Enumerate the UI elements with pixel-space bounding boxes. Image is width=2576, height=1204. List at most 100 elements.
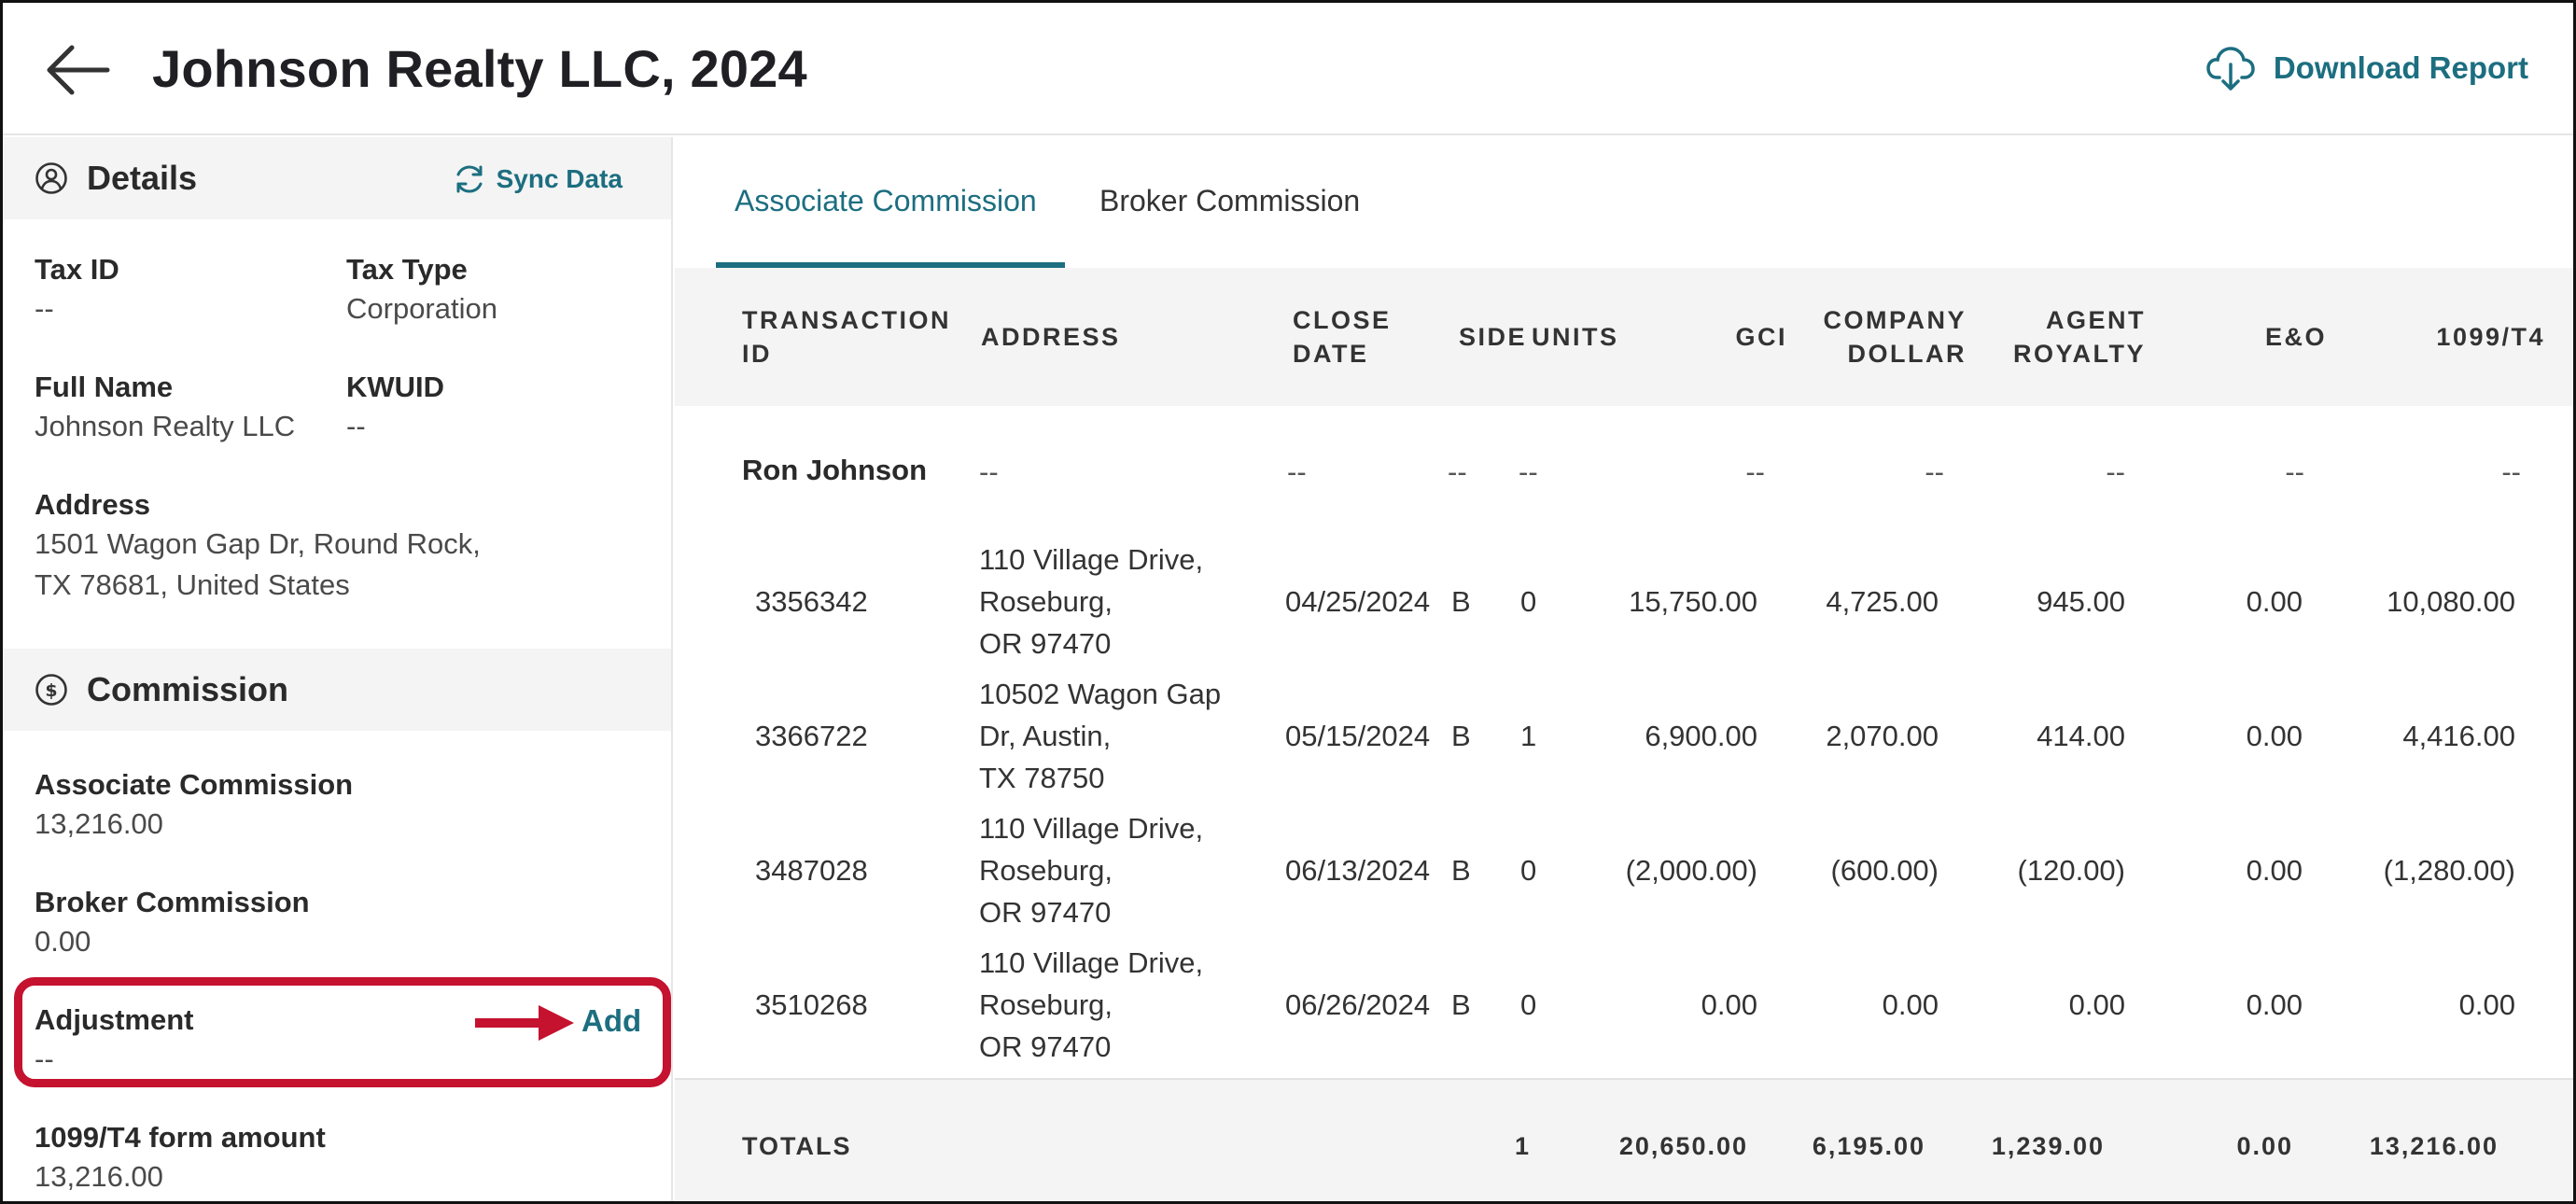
tax-type-value: Corporation [346, 292, 497, 325]
full-name-value: Johnson Realty LLC [35, 410, 296, 442]
col-side[interactable]: SIDE [1459, 323, 1528, 351]
full-name-field: Full Name Johnson Realty LLC [35, 371, 295, 447]
cell-close-date: 05/15/2024 [1285, 720, 1431, 752]
col-gci[interactable]: GCI [1735, 323, 1787, 351]
dollar-circle-icon: $ [35, 674, 67, 706]
address-line: Roseburg, [979, 988, 1113, 1021]
col-agent-royalty[interactable]: AGENT ROYALTY [2012, 306, 2146, 368]
details-title: Details [87, 159, 198, 197]
associate-commission-value: 13,216.00 [35, 807, 163, 840]
cell-company-dollar: 2,070.00 [1826, 720, 1939, 752]
tab-broker-commission[interactable]: Broker Commission [1099, 184, 1361, 217]
cell-units: 0 [1520, 854, 1537, 887]
svg-text:$: $ [45, 680, 57, 701]
address-line: 110 Village Drive, [979, 812, 1204, 845]
cell-agent-royalty: (120.00) [2017, 854, 2125, 887]
cell-1099-t4: (1,280.00) [2383, 854, 2515, 887]
tab-associate-commission[interactable]: Associate Commission [735, 184, 1037, 217]
associate-commission-label: Associate Commission [35, 768, 354, 801]
group-close-date: -- [1287, 455, 1307, 488]
full-name-label: Full Name [35, 371, 174, 403]
col-close-date[interactable]: CLOSE DATE [1293, 306, 1392, 368]
cell-agent-royalty: 0.00 [2068, 988, 2125, 1021]
address-line-1: 1501 Wagon Gap Dr, Round Rock, [35, 527, 481, 560]
broker-commission-field: Broker Commission 0.00 [35, 886, 310, 962]
col-company-dollar[interactable]: COMPANY DOLLAR [1823, 306, 1967, 368]
totals-label: TOTALS [742, 1132, 852, 1160]
cell-1099-t4: 10,080.00 [2387, 585, 2515, 618]
add-adjustment-link[interactable]: Add [581, 1003, 642, 1038]
address-line: 10502 Wagon Gap [979, 678, 1222, 710]
group-1099-t4: -- [2501, 455, 2521, 488]
adjustment-highlight-box [14, 977, 671, 1087]
cell-units: 0 [1520, 585, 1537, 618]
address-line: Roseburg, [979, 585, 1113, 618]
cell-1099-t4: 4,416.00 [2402, 720, 2515, 752]
cell-transaction-id[interactable]: 3487028 [755, 854, 868, 887]
cell-eo: 0.00 [2246, 854, 2303, 887]
cell-address: 110 Village Drive, Roseburg, OR 97470 [979, 942, 1203, 1068]
group-gci: -- [1745, 455, 1765, 488]
sidebar: Details Sync Data Tax ID -- Tax Type Cor… [3, 137, 673, 1201]
tax-type-label: Tax Type [346, 253, 468, 286]
group-units: -- [1519, 455, 1538, 488]
broker-commission-label: Broker Commission [35, 886, 310, 918]
tax-id-label: Tax ID [35, 253, 119, 286]
cell-side: B [1451, 720, 1471, 752]
cell-company-dollar: 4,725.00 [1826, 585, 1939, 618]
main-content: Associate Commission Broker Commission T… [675, 137, 2573, 1201]
cell-units: 1 [1520, 720, 1537, 752]
cell-close-date: 04/25/2024 [1285, 585, 1431, 618]
col-1099-t4[interactable]: 1099/T4 [2436, 323, 2545, 351]
red-arrow-icon [475, 1005, 574, 1041]
cell-address: 110 Village Drive, Roseburg, OR 97470 [979, 539, 1203, 665]
sync-icon [456, 165, 483, 193]
cell-transaction-id[interactable]: 3510268 [755, 988, 868, 1021]
col-units[interactable]: UNITS [1532, 323, 1619, 351]
adjustment-label: Adjustment [35, 1003, 194, 1036]
group-company-dollar: -- [1925, 455, 1944, 488]
totals-company-dollar: 6,195.00 [1812, 1132, 1925, 1160]
form-amount-label: 1099/T4 form amount [35, 1121, 326, 1154]
page-title: Johnson Realty LLC, 2024 [152, 39, 807, 98]
cell-gci: (2,000.00) [1625, 854, 1757, 887]
address-label: Address [35, 488, 151, 521]
cell-close-date: 06/26/2024 [1285, 988, 1431, 1021]
cell-eo: 0.00 [2246, 988, 2303, 1021]
cell-transaction-id[interactable]: 3366722 [755, 720, 868, 752]
col-transaction-id[interactable]: TRANSACTION ID [742, 306, 951, 368]
totals-gci: 20,650.00 [1618, 1132, 1748, 1160]
address-line: OR 97470 [979, 627, 1112, 660]
totals-1099-t4: 13,216.00 [2369, 1132, 2499, 1160]
back-arrow-icon[interactable] [44, 40, 111, 100]
cloud-download-icon [2206, 47, 2255, 91]
cell-gci: 6,900.00 [1645, 720, 1757, 752]
sync-data-button[interactable]: Sync Data [452, 161, 623, 197]
download-report-button[interactable]: Download Report [2206, 40, 2528, 96]
address-line-2: TX 78681, United States [35, 568, 350, 601]
address-line: 110 Village Drive, [979, 543, 1204, 576]
group-address: -- [979, 455, 999, 488]
col-eo[interactable]: E&O [2264, 323, 2327, 351]
commission-section-header: $ Commission [3, 649, 671, 731]
download-report-label: Download Report [2273, 50, 2528, 85]
cell-transaction-id[interactable]: 3356342 [755, 585, 868, 618]
address-line: Roseburg, [979, 854, 1113, 887]
user-circle-icon [35, 162, 67, 194]
col-address[interactable]: ADDRESS [981, 323, 1121, 351]
cell-eo: 0.00 [2246, 720, 2303, 752]
address-line: OR 97470 [979, 1030, 1112, 1063]
table-header: TRANSACTION ID ADDRESS CLOSE DATE SIDE UNI… [675, 268, 2573, 406]
kwuid-label: KWUID [346, 371, 445, 403]
cell-company-dollar: 0.00 [1882, 988, 1939, 1021]
group-eo: -- [2285, 455, 2304, 488]
group-name: Ron Johnson [742, 454, 928, 486]
form-amount-value: 13,216.00 [35, 1160, 163, 1193]
group-side: -- [1448, 455, 1467, 488]
cell-gci: 0.00 [1701, 988, 1757, 1021]
cell-address: 110 Village Drive, Roseburg, OR 97470 [979, 807, 1203, 933]
kwuid-field: KWUID -- [346, 371, 444, 447]
details-section-header: Details Sync Data [3, 137, 671, 219]
totals-eo: 0.00 [2236, 1132, 2293, 1160]
